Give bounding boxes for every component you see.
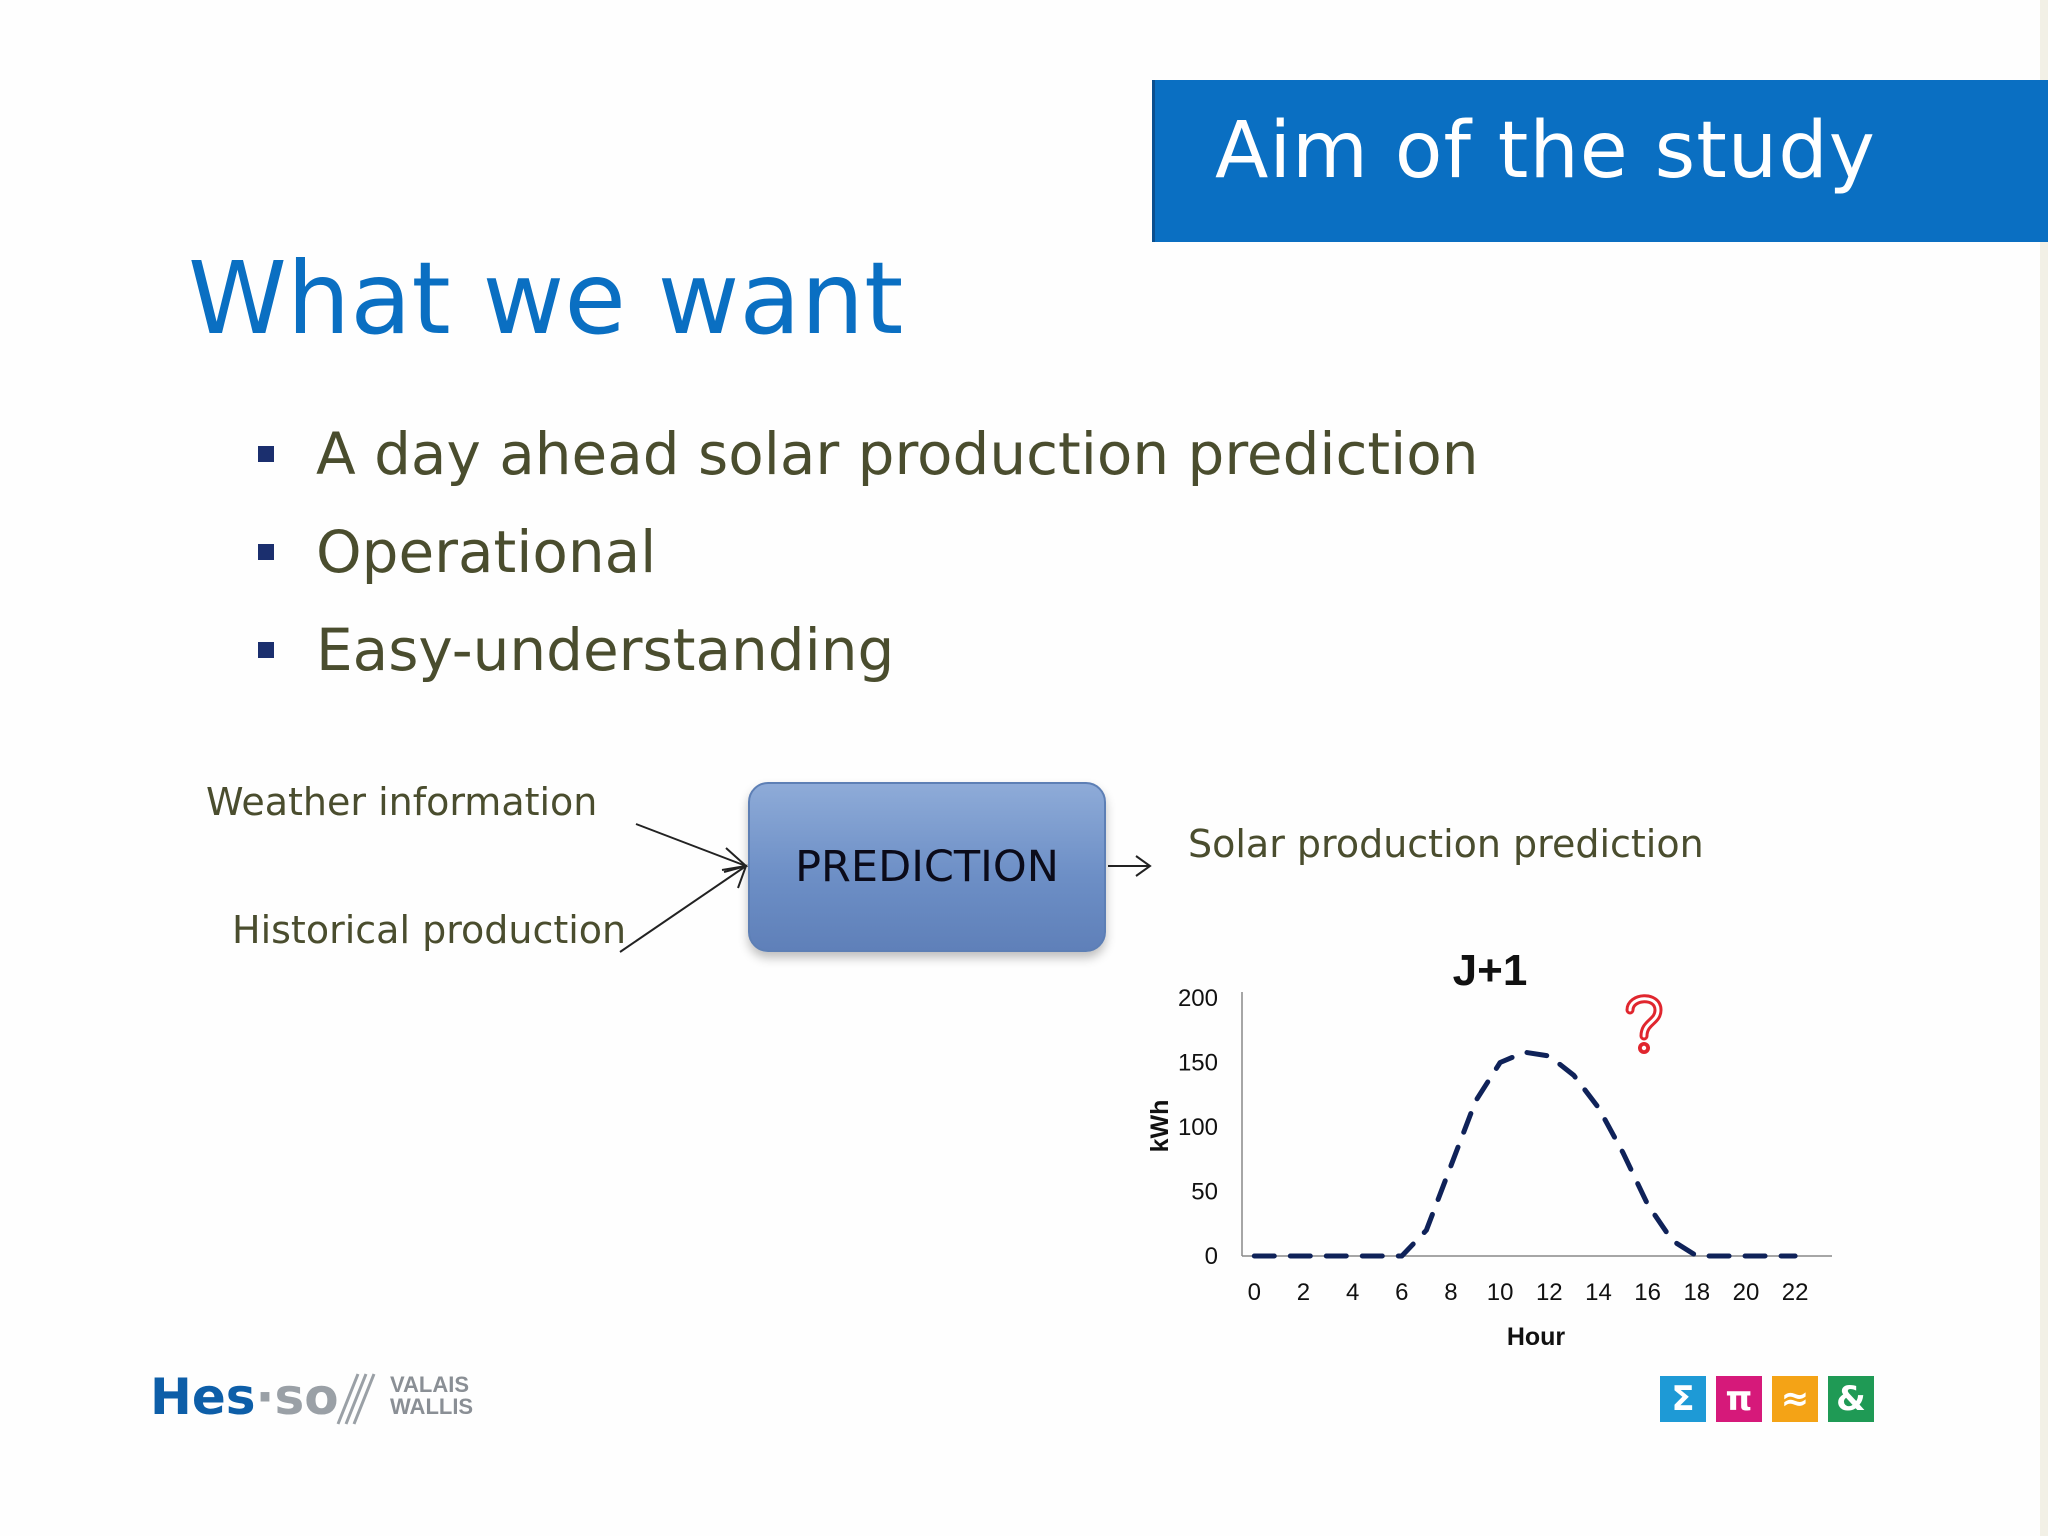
y-tick-label: 100	[1178, 1114, 1218, 1141]
chart-title: J+1	[1453, 946, 1528, 995]
bullet-square-icon	[258, 446, 274, 462]
approx-icon: ≈	[1772, 1376, 1818, 1422]
prediction-box: PREDICTION	[748, 782, 1106, 952]
hes-so-logo: Hes·so VALAIS WALLIS	[150, 1368, 490, 1428]
bullet-text: Easy-understanding	[316, 616, 895, 684]
input-historical-label: Historical production	[232, 908, 627, 952]
bullet-square-icon	[258, 642, 274, 658]
hes-so-wordmark: Hes·so	[150, 1368, 339, 1426]
series-line	[1251, 1049, 1798, 1259]
x-tick-label: 12	[1536, 1279, 1563, 1306]
bullet-text: Operational	[316, 518, 657, 586]
logo-valais-text: VALAIS	[390, 1372, 470, 1397]
logo-region: VALAIS WALLIS	[390, 1374, 473, 1418]
pi-icon: π	[1716, 1376, 1762, 1422]
bullet-text: A day ahead solar production prediction	[316, 420, 1479, 488]
page-title: What we want	[188, 240, 904, 357]
production-chart: J+1 Hour kWh 0 50 100 150 200 0 2 4 6 8 10 12 14 16 18…	[1146, 946, 1832, 1351]
output-label: Solar production prediction	[1188, 822, 1704, 866]
x-tick-label: 22	[1782, 1279, 1809, 1306]
x-tick-label: 8	[1444, 1279, 1457, 1306]
x-tick-label: 6	[1395, 1279, 1408, 1306]
arrow-output-head	[1135, 855, 1152, 877]
x-tick-label: 10	[1487, 1279, 1514, 1306]
x-tick-label: 20	[1733, 1279, 1760, 1306]
arrow-weather	[635, 823, 747, 867]
logo-hes-text: Hes	[150, 1368, 256, 1426]
x-tick-label: 18	[1683, 1279, 1710, 1306]
question-mark-icon	[1625, 994, 1663, 1054]
y-axis-label: kWh	[1146, 1100, 1174, 1153]
sigma-icon: Σ	[1660, 1376, 1706, 1422]
bullet-square-icon	[258, 544, 274, 560]
banner-title: Aim of the study	[1215, 106, 1876, 196]
input-weather-label: Weather information	[206, 780, 598, 824]
x-tick-label: 16	[1634, 1279, 1661, 1306]
y-tick-label: 50	[1191, 1179, 1218, 1206]
logo-wallis-text: WALLIS	[390, 1394, 474, 1419]
slide-edge	[2040, 0, 2048, 1536]
prediction-label: PREDICTION	[795, 842, 1059, 892]
arrow-historical	[619, 865, 747, 953]
x-tick-label: 2	[1297, 1279, 1310, 1306]
logo-slashes-icon	[336, 1373, 376, 1425]
y-tick-label: 150	[1178, 1050, 1218, 1077]
arrow-historical-head	[723, 864, 748, 889]
ampersand-icon: &	[1828, 1376, 1874, 1422]
logo-dot: ·	[255, 1368, 275, 1426]
x-axis-label: Hour	[1507, 1323, 1566, 1351]
y-tick-label: 200	[1178, 985, 1218, 1012]
x-tick-label: 0	[1248, 1279, 1261, 1306]
y-tick-label: 0	[1205, 1243, 1218, 1270]
title-banner: Aim of the study	[1152, 80, 2048, 242]
subject-icons-logo: Σ π ≈ &	[1660, 1376, 1880, 1422]
x-tick-label: 4	[1346, 1279, 1359, 1306]
x-tick-label: 14	[1585, 1279, 1612, 1306]
logo-so-text: so	[274, 1368, 339, 1426]
